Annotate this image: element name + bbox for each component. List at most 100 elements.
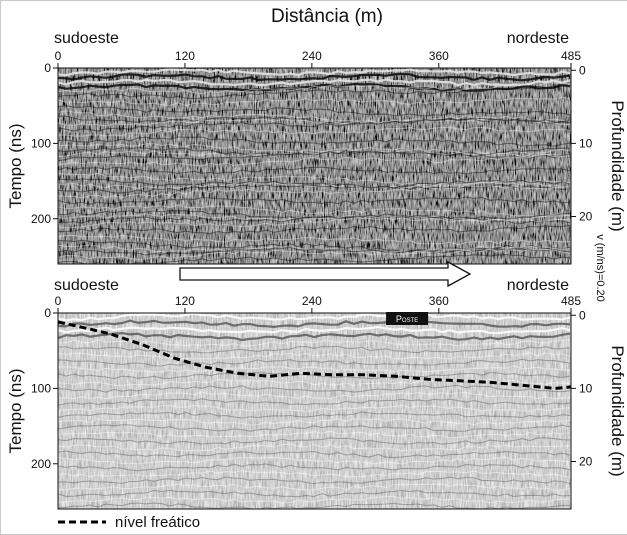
top-x-axis: 0 120 240 360 485 xyxy=(55,49,581,68)
reflector-streak xyxy=(58,313,571,322)
poste-label: Poste xyxy=(396,314,418,324)
y2-tick-label: 10 xyxy=(579,381,593,395)
reflector-streak xyxy=(58,489,571,498)
reflector-streak xyxy=(58,147,571,159)
reflector-streak xyxy=(58,179,571,194)
reflector-streak xyxy=(58,212,571,224)
reflector-streak xyxy=(58,181,571,190)
reflector-streak xyxy=(58,110,571,126)
bottom-plot-frame xyxy=(57,312,572,510)
reflector-streak xyxy=(58,209,571,224)
reflector-streak xyxy=(58,418,571,426)
reflector-streak xyxy=(58,115,571,127)
reflector-streak xyxy=(58,384,571,393)
velocity-label: v (m/ns)=0.20 xyxy=(594,234,606,302)
reflector-streak xyxy=(58,469,571,478)
bottom-y-axis: 0 100 200 xyxy=(31,306,58,471)
reflector-streak xyxy=(58,254,571,264)
reflector-streak xyxy=(58,78,571,87)
reflector-streak xyxy=(58,391,571,400)
x-tick-label: 485 xyxy=(561,49,581,63)
reflector-streak xyxy=(58,319,571,329)
reflector-streak xyxy=(58,411,571,419)
y-tick-label: 100 xyxy=(31,136,51,150)
reflector-streak xyxy=(58,178,571,190)
reflector-streak xyxy=(58,224,571,235)
y-tick-label: 100 xyxy=(31,381,51,395)
reflector-streak xyxy=(58,204,571,218)
y2-tick-label: 0 xyxy=(579,308,586,322)
reflector-streak xyxy=(58,456,571,465)
reflector-streak xyxy=(58,136,571,147)
x-tick-label: 120 xyxy=(175,294,195,308)
direction-arrow xyxy=(179,260,472,288)
reflector-streak xyxy=(58,72,571,82)
reflector-streak xyxy=(58,184,571,199)
x-tick-label: 120 xyxy=(175,49,195,63)
reflector-streak xyxy=(58,437,571,445)
y2-tick-label: 0 xyxy=(579,63,586,77)
reflector-streak xyxy=(58,405,571,413)
reflector-streak xyxy=(58,149,571,158)
reflector-streak xyxy=(58,244,571,256)
reflector-streak xyxy=(58,463,571,472)
bottom-right-end-label: nordeste xyxy=(507,277,569,294)
bottom-ylabel: Tempo (ns) xyxy=(6,368,25,453)
reflector-streak xyxy=(58,398,571,406)
reflector-streak xyxy=(58,450,571,459)
reflector-streak xyxy=(58,115,571,125)
y-tick-label: 200 xyxy=(31,212,51,226)
legend: nível freático xyxy=(58,514,200,531)
bottom-y2-axis: 0 10 20 xyxy=(571,308,593,469)
x-tick-label: 360 xyxy=(429,49,449,63)
y-tick-label: 0 xyxy=(44,306,51,320)
top-radargram xyxy=(58,68,571,264)
y2-tick-label: 10 xyxy=(579,136,593,150)
reflector-streak xyxy=(58,345,571,354)
reflector-streak xyxy=(58,213,571,223)
reflector-streak xyxy=(58,172,571,186)
bottom-radargram xyxy=(58,313,571,509)
reflector-streak xyxy=(58,358,571,367)
legend-label-water-table: nível freático xyxy=(115,514,200,531)
top-right-end-label: nordeste xyxy=(507,30,569,47)
reflector-streak xyxy=(58,244,571,255)
reflector-streak xyxy=(58,430,571,439)
reflector-streak xyxy=(58,105,571,117)
reflector-streak xyxy=(58,352,571,360)
reflector-streak xyxy=(58,82,571,92)
top-panel: sudoeste nordeste 0 120 240 360 485 0100200 … xyxy=(6,30,627,265)
top-plot-frame xyxy=(57,67,572,265)
top-ylabel: Tempo (ns) xyxy=(6,123,25,208)
reflector-streak xyxy=(58,245,571,261)
top-reflectors xyxy=(58,68,571,264)
reflector-streak xyxy=(58,424,571,432)
reflector-streak xyxy=(58,483,571,491)
x-tick-label: 0 xyxy=(55,294,62,308)
x-tick-label: 0 xyxy=(55,49,62,63)
reflector-streak xyxy=(58,214,571,229)
x-tick-label: 240 xyxy=(302,49,322,63)
bottom-panel: sudoeste nordeste Poste 0 120 240 360 485 0 1… xyxy=(6,277,627,510)
figure-title: Distância (m) xyxy=(271,6,383,27)
x-tick-label: 485 xyxy=(561,294,581,308)
bottom-x-axis: 0 120 240 360 485 xyxy=(55,294,581,313)
y-tick-label: 0 xyxy=(44,61,51,75)
reflector-streak xyxy=(58,234,571,246)
poste-annotation: Poste xyxy=(386,312,429,325)
reflector-streak xyxy=(58,495,571,504)
reflector-streak xyxy=(58,325,571,335)
bottom-y2label: Profundidade (m) xyxy=(608,345,627,476)
water-table-line xyxy=(58,320,571,390)
reflector-streak xyxy=(58,502,571,509)
reflector-streak xyxy=(58,371,571,380)
reflector-streak xyxy=(58,126,571,137)
reflector-streak xyxy=(58,147,571,162)
reflector-streak xyxy=(58,143,571,158)
y2-tick-label: 20 xyxy=(579,455,593,469)
top-y-axis: 0 100 200 xyxy=(31,61,58,226)
reflector-streak xyxy=(58,196,571,205)
reflector-streak xyxy=(58,443,571,452)
x-tick-label: 240 xyxy=(302,294,322,308)
